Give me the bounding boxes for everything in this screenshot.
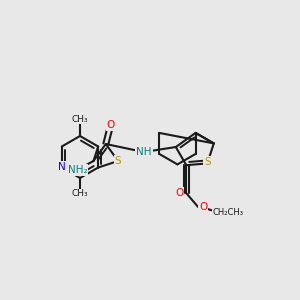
Text: O: O: [106, 120, 115, 130]
Text: O: O: [199, 202, 207, 212]
Text: NH: NH: [136, 147, 152, 157]
Text: S: S: [204, 158, 211, 167]
Text: O: O: [175, 188, 183, 198]
Text: N: N: [58, 163, 66, 172]
Text: CH₂CH₃: CH₂CH₃: [213, 208, 244, 217]
Text: CH₃: CH₃: [72, 115, 88, 124]
Text: NH₂: NH₂: [68, 164, 87, 175]
Text: CH₃: CH₃: [72, 190, 88, 199]
Text: S: S: [115, 156, 122, 166]
